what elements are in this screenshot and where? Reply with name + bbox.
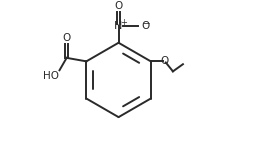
Text: HO: HO xyxy=(43,71,59,81)
Text: O: O xyxy=(141,21,149,31)
Text: O: O xyxy=(114,1,123,11)
Text: O: O xyxy=(160,56,168,66)
Text: O: O xyxy=(62,33,71,43)
Text: N: N xyxy=(114,21,123,31)
Text: −: − xyxy=(141,19,149,28)
Text: +: + xyxy=(121,18,127,27)
